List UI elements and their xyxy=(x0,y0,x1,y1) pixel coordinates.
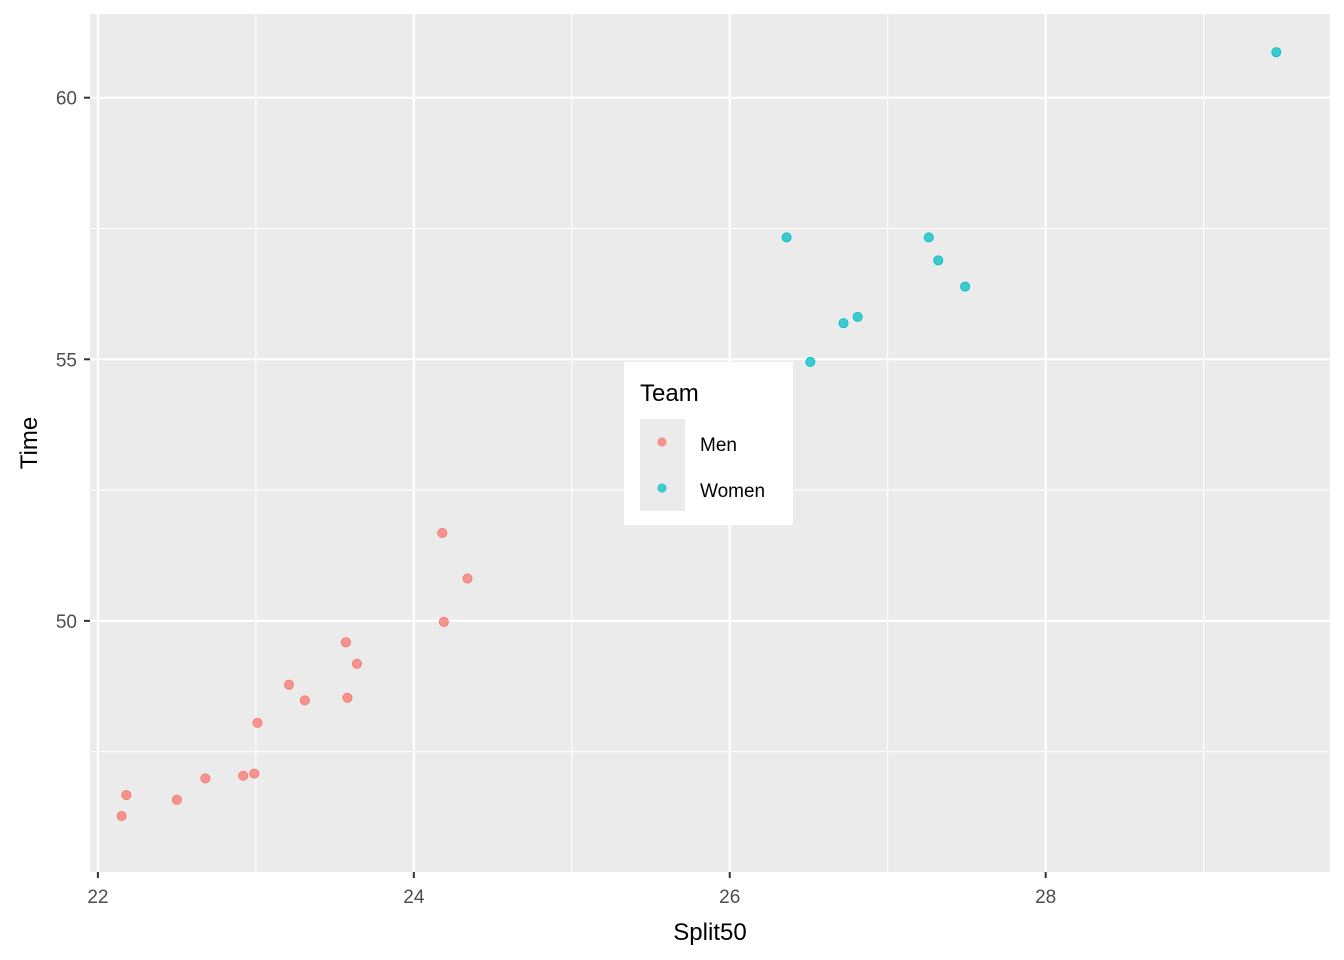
data-point-men xyxy=(252,717,263,728)
y-tick-label: 50 xyxy=(56,612,77,633)
data-point-women xyxy=(781,232,792,243)
data-point-men xyxy=(299,695,310,706)
data-point-men xyxy=(438,616,449,627)
x-axis-tick-labels: 22 24 26 28 xyxy=(87,887,1056,908)
x-tick-label: 26 xyxy=(719,887,740,908)
legend-marker-women xyxy=(657,483,667,493)
data-point-men xyxy=(116,811,127,822)
legend-label-women: Women xyxy=(700,481,765,502)
data-point-women xyxy=(852,311,863,322)
legend-title: Team xyxy=(640,380,699,407)
data-point-women xyxy=(838,318,849,329)
legend-marker-men xyxy=(657,437,667,447)
data-point-men xyxy=(171,794,182,805)
data-point-women xyxy=(960,281,971,292)
data-point-women xyxy=(1271,47,1282,58)
data-point-men xyxy=(200,773,211,784)
y-axis-tick-labels: 50 55 60 xyxy=(56,89,77,633)
legend: Team Men Women xyxy=(624,362,793,525)
data-point-women xyxy=(933,255,944,266)
data-point-men xyxy=(351,658,362,669)
data-point-men xyxy=(342,692,353,703)
data-point-men xyxy=(284,679,295,690)
axis-ticks xyxy=(84,96,1047,878)
y-tick-label: 55 xyxy=(56,350,77,371)
data-point-men xyxy=(437,527,448,538)
y-tick-label: 60 xyxy=(56,89,77,110)
x-axis-title: Split50 xyxy=(673,919,746,946)
data-points xyxy=(116,47,1282,822)
data-point-women xyxy=(923,232,934,243)
x-tick-label: 28 xyxy=(1035,887,1056,908)
data-point-men xyxy=(249,768,260,779)
data-point-women xyxy=(805,356,816,367)
legend-label-men: Men xyxy=(700,435,737,456)
x-tick-label: 22 xyxy=(87,887,108,908)
data-point-men xyxy=(238,770,249,781)
data-point-men xyxy=(121,790,132,801)
x-tick-label: 24 xyxy=(403,887,425,908)
data-point-men xyxy=(462,573,473,584)
data-point-men xyxy=(340,637,351,648)
y-axis-title: Time xyxy=(16,417,43,469)
